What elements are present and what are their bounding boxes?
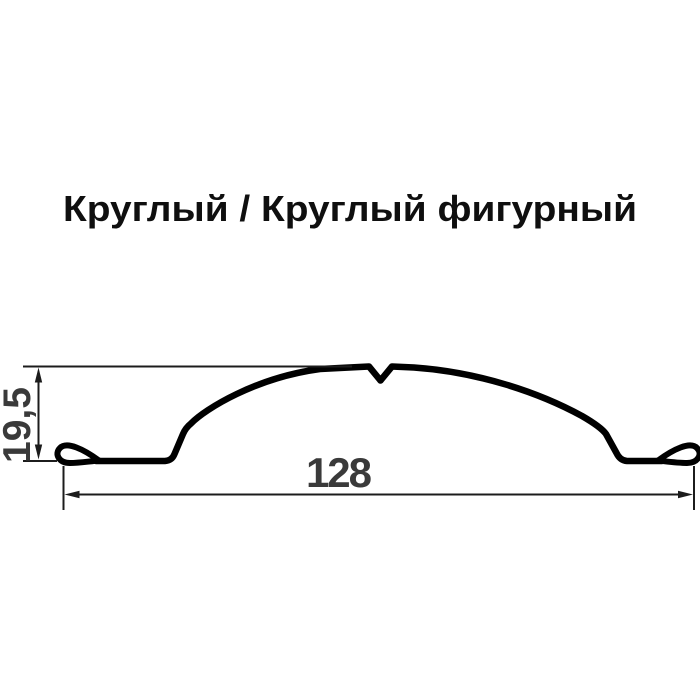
width-dimension-label: 128 <box>306 449 372 496</box>
height-arrow-up-icon <box>34 367 43 383</box>
width-arrow-left-icon <box>64 490 80 499</box>
picket-profile <box>54 363 700 466</box>
page-title: Круглый / Круглый фигурный <box>62 188 638 229</box>
left-rolled-edge <box>54 442 102 466</box>
height-dimension: 19,5 <box>0 365 352 463</box>
picket-profile-outline <box>92 363 666 465</box>
width-dimension: 128 <box>62 449 695 510</box>
width-arrow-right-icon <box>678 490 693 499</box>
height-dimension-label: 19,5 <box>0 387 39 463</box>
right-rolled-edge <box>655 442 700 466</box>
height-arrow-down-icon <box>34 444 43 460</box>
